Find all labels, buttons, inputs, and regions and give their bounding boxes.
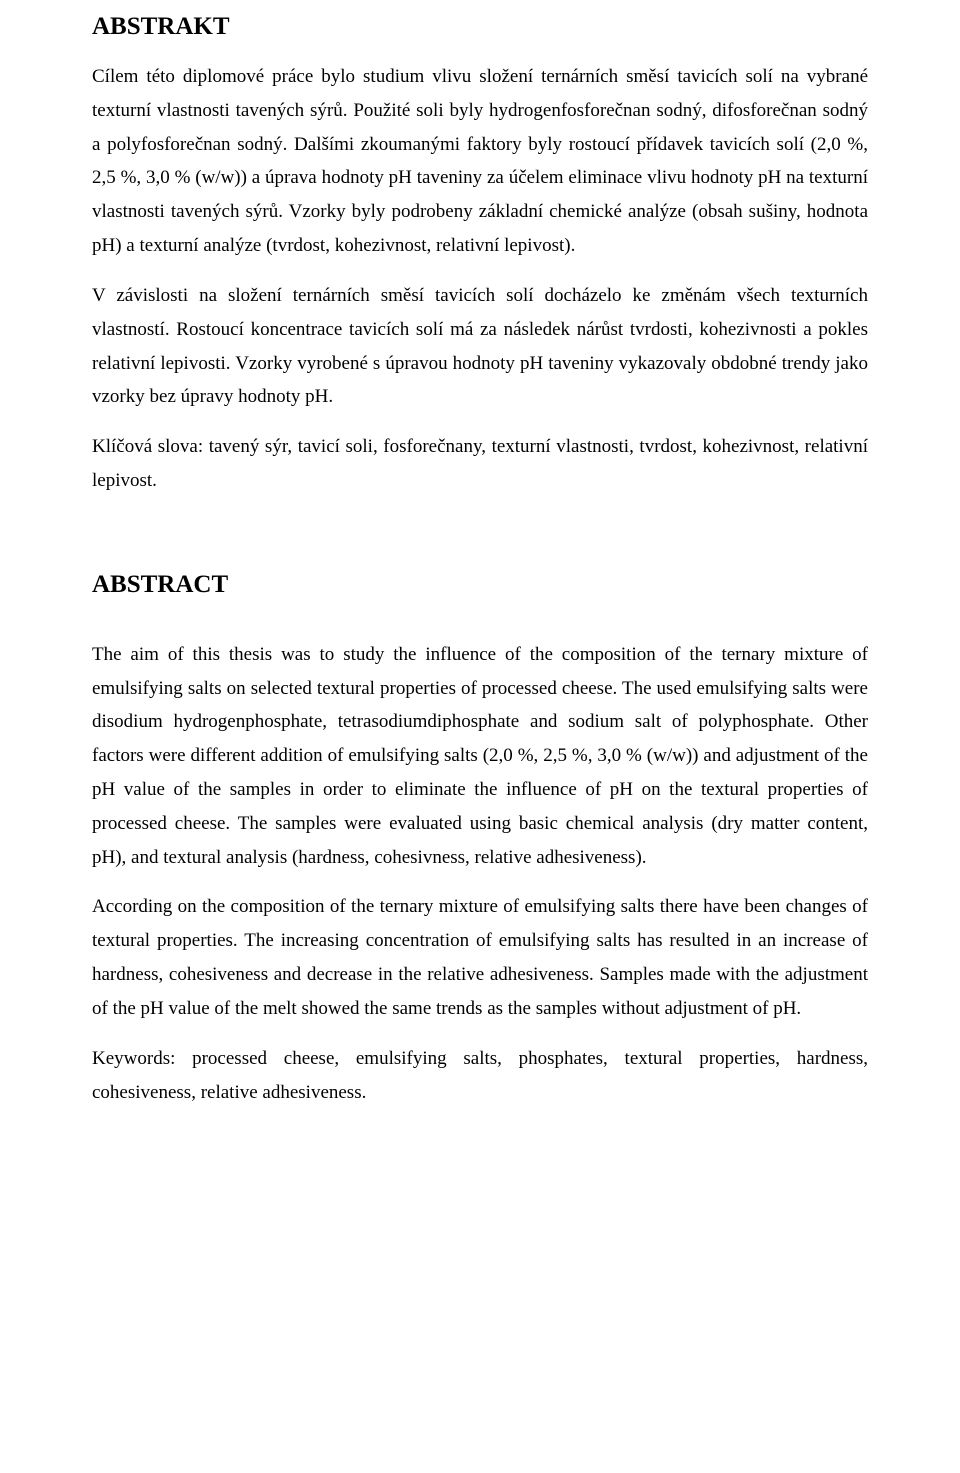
- paragraph-en-1: The aim of this thesis was to study the …: [92, 638, 868, 875]
- section-gap: [92, 514, 868, 570]
- paragraph-cz-2: V závislosti na složení ternárních směsí…: [92, 279, 868, 414]
- paragraph-cz-1: Cílem této diplomové práce bylo studium …: [92, 60, 868, 263]
- document-page: ABSTRAKT Cílem této diplomové práce bylo…: [0, 0, 960, 1473]
- paragraph-en-keywords: Keywords: processed cheese, emulsifying …: [92, 1042, 868, 1110]
- heading-abstract-en: ABSTRACT: [92, 570, 868, 600]
- paragraph-cz-keywords: Klíčová slova: tavený sýr, tavicí soli, …: [92, 430, 868, 498]
- paragraph-en-2: According on the composition of the tern…: [92, 890, 868, 1025]
- heading-abstrakt-cz: ABSTRAKT: [92, 12, 868, 42]
- heading-gap: [92, 618, 868, 638]
